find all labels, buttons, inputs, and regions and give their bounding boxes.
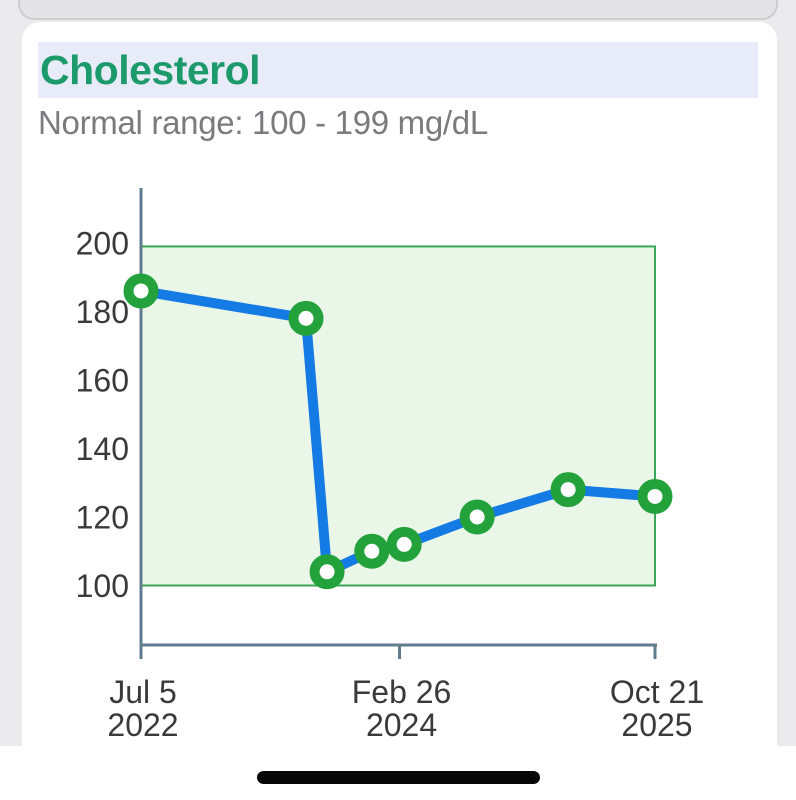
- x-tick-label-year: 2025: [621, 707, 692, 743]
- y-tick-label: 140: [76, 431, 129, 467]
- y-tick-label: 160: [76, 363, 129, 399]
- x-tick-label-date: Oct 21: [610, 674, 704, 710]
- data-point[interactable]: [309, 554, 345, 590]
- data-point[interactable]: [288, 300, 324, 336]
- title-highlight: Cholesterol: [38, 42, 758, 98]
- data-point[interactable]: [386, 526, 422, 562]
- card-title: Cholesterol: [40, 46, 261, 93]
- data-point[interactable]: [637, 478, 673, 514]
- data-point[interactable]: [123, 273, 159, 309]
- previous-card-bottom-edge: [18, 0, 778, 20]
- data-point[interactable]: [354, 533, 390, 569]
- home-indicator[interactable]: [257, 771, 540, 784]
- x-tick-label-date: Feb 26: [352, 674, 452, 710]
- data-point[interactable]: [459, 499, 495, 535]
- x-tick-label-date: Jul 5: [109, 674, 177, 710]
- x-tick-label-year: 2024: [366, 707, 437, 743]
- data-point[interactable]: [550, 472, 586, 508]
- y-tick-label: 200: [76, 226, 129, 262]
- normal-range-subtitle: Normal range: 100 - 199 mg/dL: [38, 104, 488, 141]
- x-tick-label-year: 2022: [107, 707, 178, 743]
- cholesterol-card: 200 180 160 140 120 100 Jul 5 2022 Feb 26 2024 Oct…: [22, 22, 777, 746]
- y-tick-label: 180: [76, 294, 129, 330]
- y-tick-label: 100: [76, 568, 129, 604]
- y-tick-label: 120: [76, 500, 129, 536]
